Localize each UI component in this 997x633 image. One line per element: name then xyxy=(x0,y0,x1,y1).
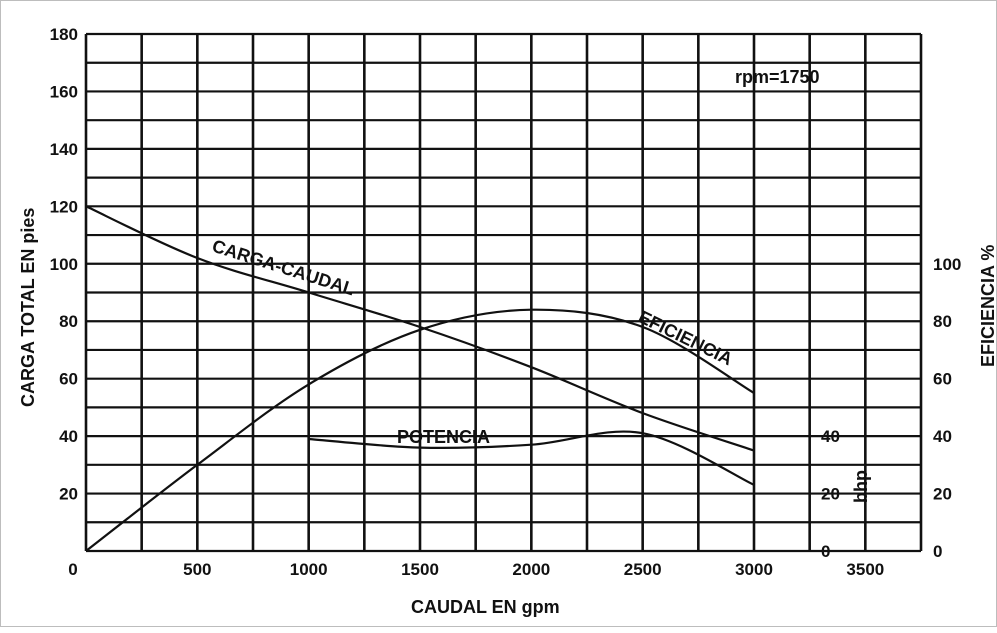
y-right-tick-label: 100 xyxy=(933,255,961,274)
y-left-tick-label: 40 xyxy=(59,427,78,446)
y-right-tick-label: 40 xyxy=(933,427,952,446)
y-right-tick-label: 20 xyxy=(933,485,952,504)
y-left-tick-label: 180 xyxy=(50,25,78,44)
y-right-tick-label: 0 xyxy=(933,542,942,561)
y-left-tick-label: 160 xyxy=(50,82,78,101)
x-tick-label: 2000 xyxy=(512,560,550,579)
x-tick-label: 0 xyxy=(68,560,77,579)
curve-eficiencia xyxy=(85,308,755,552)
curve-potencia xyxy=(308,430,755,486)
grid xyxy=(84,32,923,553)
rpm-annotation: rpm=1750 xyxy=(735,67,820,87)
x-tick-label: 3000 xyxy=(735,560,773,579)
y-right-axis-title: EFICIENCIA % xyxy=(978,245,997,367)
bhp-tick-label: 0 xyxy=(821,542,830,561)
x-axis-title: CAUDAL EN gpm xyxy=(411,597,560,617)
x-tick-label: 1500 xyxy=(401,560,439,579)
x-tick-label: 500 xyxy=(183,560,211,579)
y-left-tick-label: 140 xyxy=(50,140,78,159)
label-potencia: POTENCIA xyxy=(397,427,490,447)
x-tick-label: 1000 xyxy=(290,560,328,579)
curve-carga-caudal xyxy=(85,205,755,452)
bhp-tick-label: 40 xyxy=(821,427,840,446)
y-right-tick-label: 80 xyxy=(933,312,952,331)
y-right-tick-label: 60 xyxy=(933,370,952,389)
y-left-tick-label: 60 xyxy=(59,370,78,389)
x-tick-label: 2500 xyxy=(624,560,662,579)
x-tick-label: 3500 xyxy=(846,560,884,579)
curves xyxy=(85,205,755,552)
y-left-tick-label: 100 xyxy=(50,255,78,274)
label-carga-caudal: CARGA-CAUDAL xyxy=(210,236,357,300)
y-left-tick-label: 20 xyxy=(59,485,78,504)
bhp-axis-title: bhp xyxy=(851,470,871,503)
y-left-tick-label: 120 xyxy=(50,197,78,216)
label-eficiencia: EFICIENCIA xyxy=(635,307,735,370)
tick-labels: 0 500 1000 1500 2000 2500 3000 3500204060801001… xyxy=(50,25,962,579)
y-left-tick-label: 80 xyxy=(59,312,78,331)
y-left-axis-title: CARGA TOTAL EN pies xyxy=(18,208,38,407)
bhp-tick-label: 20 xyxy=(821,485,840,504)
